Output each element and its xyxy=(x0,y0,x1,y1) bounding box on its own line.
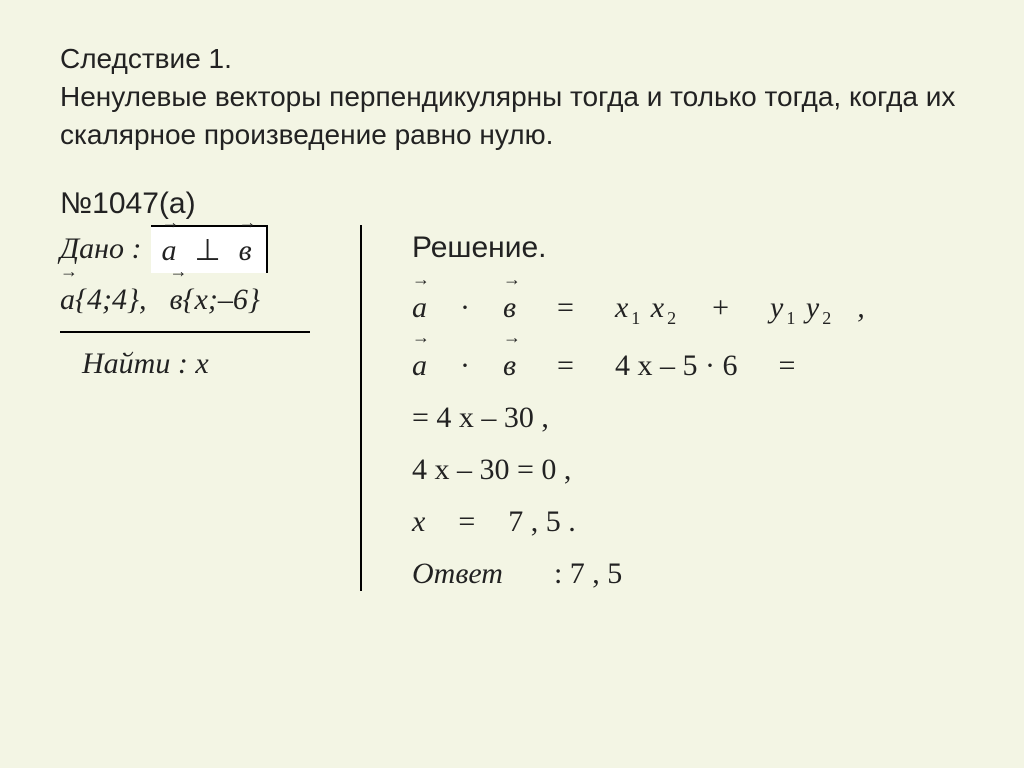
eq2-body: 4 x – 5 · 6 xyxy=(615,349,738,382)
answer-label: Ответ xyxy=(412,557,503,590)
eq1-b-letter: в xyxy=(503,291,516,324)
eq1-y2: y xyxy=(806,291,819,324)
answer-value: : 7 , 5 xyxy=(554,557,622,590)
vector-a-coords-symbol: а xyxy=(60,281,75,317)
equation-line-5: x = 7 , 5 . xyxy=(412,505,865,539)
theorem-body: Ненулевые векторы перпендикулярны тогда … xyxy=(60,81,955,150)
perpendicular-symbol: ⊥ xyxy=(194,233,220,268)
find-label: Найти : x xyxy=(60,347,360,381)
eq1-y1: y xyxy=(770,291,783,324)
eq1-x2-sub: 2 xyxy=(664,308,679,328)
vector-coordinates-line: а {4;4}, в {x;–6} xyxy=(60,281,360,317)
vector-a-name: а xyxy=(60,283,75,316)
eq1-plus: + xyxy=(712,291,729,324)
equation-line-2: а · в = 4 x – 5 · 6 = xyxy=(412,347,865,383)
eq1-equals: = xyxy=(557,291,574,324)
given-separator xyxy=(60,331,310,333)
problem-reference: №1047(а) xyxy=(60,187,964,221)
eq2-vector-a: а xyxy=(412,347,427,383)
eq1-vector-a: а xyxy=(412,289,427,325)
equation-line-4: 4 x – 30 = 0 , xyxy=(412,453,865,487)
vector-a-coords: {4;4} xyxy=(75,283,139,316)
eq1-tail: , xyxy=(857,291,865,324)
equation-line-3: = 4 x – 30 , xyxy=(412,401,865,435)
two-column-layout: Дано : а ⊥ в xyxy=(60,225,964,591)
eq2-vector-b: в xyxy=(503,347,516,383)
given-line: Дано : а ⊥ в xyxy=(60,225,360,273)
eq2-b-letter: в xyxy=(503,349,516,382)
eq1-y1-sub: 1 xyxy=(783,308,798,328)
vector-b-coords-symbol: в xyxy=(169,281,182,317)
theorem-block: Следствие 1. Ненулевые векторы перпендик… xyxy=(60,40,964,153)
eq1-x2: x xyxy=(651,291,664,324)
eq2-equals: = xyxy=(557,349,574,382)
eq1-vector-b: в xyxy=(503,289,516,325)
eq1-x1: x xyxy=(615,291,628,324)
eq1-y2-sub: 2 xyxy=(819,308,834,328)
solution-title: Решение. xyxy=(412,231,865,265)
coords-sep: , xyxy=(139,283,147,316)
theorem-title: Следствие 1. xyxy=(60,43,232,74)
vector-b-name: в xyxy=(169,283,182,316)
vector-b-symbol: в xyxy=(239,232,252,268)
vector-b-letter: в xyxy=(239,234,252,267)
eq2-dot: · xyxy=(460,349,470,382)
eq2-a-letter: а xyxy=(412,349,427,382)
given-column: Дано : а ⊥ в xyxy=(60,225,360,381)
eq1-dot: · xyxy=(460,291,470,324)
eq1-a-letter: а xyxy=(412,291,427,324)
solution-column: Решение. а · в = x1 x2 + xyxy=(362,225,865,591)
answer-line: Ответ : 7 , 5 xyxy=(412,557,865,591)
vector-b-coords: {x;–6} xyxy=(183,283,260,316)
equation-line-1: а · в = x1 x2 + y1 y2 , xyxy=(412,289,865,329)
eq2-tail-equals: = xyxy=(778,349,795,382)
eq1-x1-sub: 1 xyxy=(628,308,643,328)
